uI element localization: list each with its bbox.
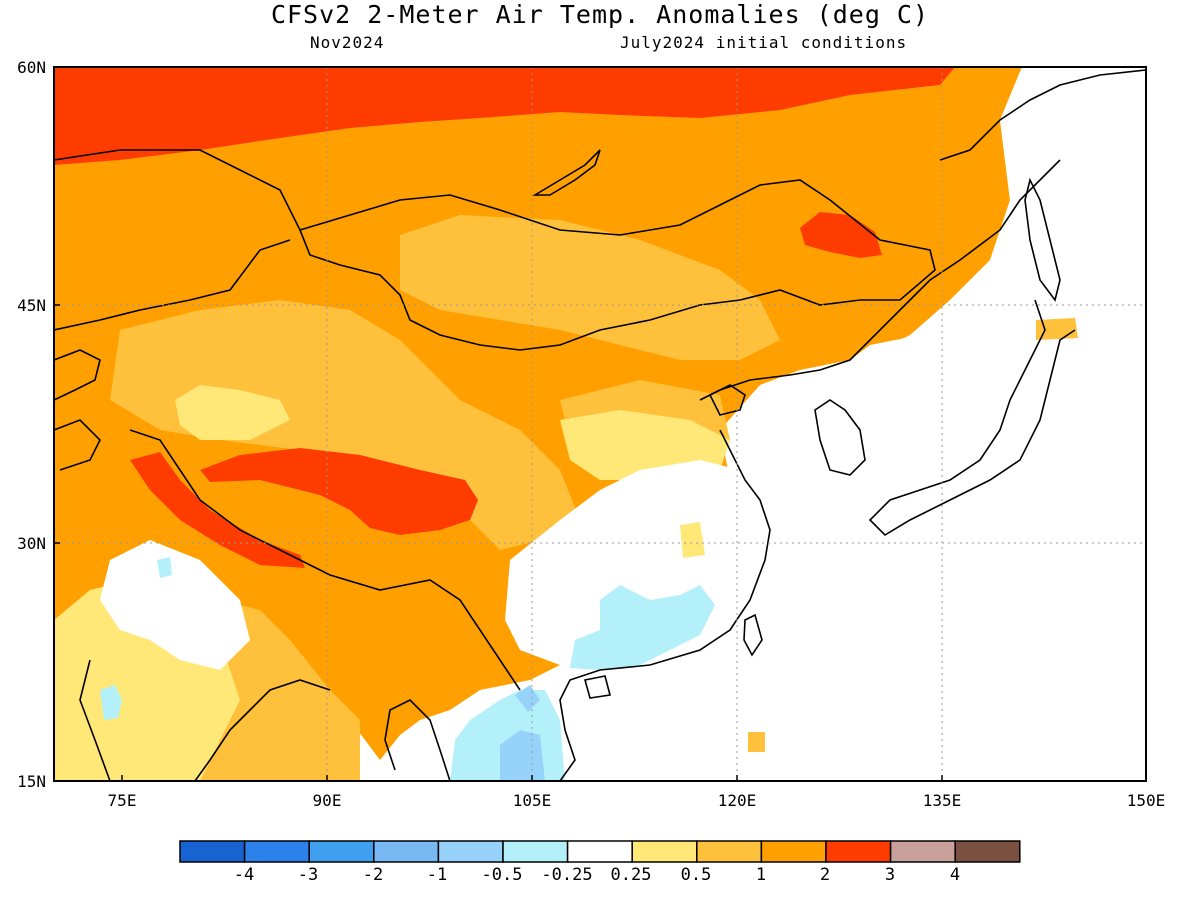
india-coast xyxy=(79,659,331,781)
lat-tick-label: 45N xyxy=(17,296,46,315)
tick-marks xyxy=(54,304,943,781)
colorbar-label: -1 xyxy=(427,865,447,885)
korea-coast xyxy=(814,399,866,476)
colorbar-label: -4 xyxy=(234,865,254,885)
longitude-labels: 75E 90E 105E 120E 135E 150E xyxy=(108,791,1166,810)
colorbar-swatch xyxy=(825,840,892,863)
lon-tick-label: 105E xyxy=(513,791,552,810)
baikal-shore xyxy=(532,149,601,196)
lon-tick-label: 150E xyxy=(1127,791,1166,810)
anomaly-1-to-2-taiwan xyxy=(748,732,765,752)
anomaly-neg-0.25-to-neg-0.5-south-china xyxy=(570,585,715,670)
gridlines xyxy=(54,67,1146,781)
lat-tick-label: 60N xyxy=(17,58,46,77)
lon-tick-label: 135E xyxy=(923,791,962,810)
anomaly-2-to-3-tibet xyxy=(200,448,478,535)
anomaly-neg-0.5-to-neg-1-indochina xyxy=(500,730,545,781)
colorbar-label: 3 xyxy=(885,865,895,885)
colorbar-label: -3 xyxy=(298,865,318,885)
tibet-border xyxy=(129,429,521,691)
kazakhstan-border xyxy=(54,149,301,331)
anomaly-neg-0.5-to-neg-1-laos xyxy=(515,685,540,712)
colorbar-swatch xyxy=(308,840,375,863)
colorbar-swatch xyxy=(373,840,440,863)
colorbar-swatch xyxy=(631,840,698,863)
latitude-labels: 60N 45N 30N 15N xyxy=(17,58,46,791)
sakhalin-coast xyxy=(1024,177,1061,302)
mongolia-border xyxy=(298,179,936,351)
colorbar-label: -0.25 xyxy=(541,865,592,885)
colorbar-label: 2 xyxy=(820,865,830,885)
colorbar-swatch xyxy=(437,840,504,863)
anomaly-neg-0.25-to-neg-0.5-india xyxy=(100,685,122,720)
colorbar-label: 1 xyxy=(756,865,766,885)
colorbar-swatch xyxy=(243,840,310,863)
bohai-coast xyxy=(708,384,746,416)
colorbar-label: 0.5 xyxy=(681,865,712,885)
colorbar-swatch xyxy=(179,840,246,863)
map-title: CFSv2 2-Meter Air Temp. Anomalies (deg C… xyxy=(270,0,930,29)
forecast-month: Nov2024 xyxy=(310,33,385,52)
anomaly-1-to-2-region xyxy=(54,67,1022,760)
west-coast-fragments xyxy=(54,349,101,471)
lat-tick-label: 30N xyxy=(17,534,46,553)
anomaly-2-to-3-northeast xyxy=(800,212,882,258)
colorbar-swatch xyxy=(696,840,763,863)
anomaly-neg-0.25-to-neg-0.5-nepal xyxy=(157,557,172,578)
near-normal-northeast xyxy=(760,67,1146,781)
colorbar-label: -2 xyxy=(363,865,383,885)
colorbar-swatch xyxy=(502,840,569,863)
colorbar-labels: -4 -3 -2 -1 -0.5 -0.25 0.25 0.5 1 2 3 4 xyxy=(234,865,960,885)
china-coast xyxy=(599,179,1041,671)
colorbar-label: -0.5 xyxy=(482,865,523,885)
anomaly-2-to-3-himalaya xyxy=(130,452,305,568)
taiwan-coast xyxy=(743,613,763,657)
anomaly-0.5-to-1-tarim xyxy=(175,385,290,440)
japan-coast xyxy=(868,299,1076,537)
colorbar xyxy=(179,840,1021,863)
lon-tick-label: 90E xyxy=(313,791,342,810)
anomaly-2-to-3-north xyxy=(54,67,955,165)
map-frame xyxy=(53,66,1147,782)
lon-tick-label: 120E xyxy=(718,791,757,810)
colorbar-swatch xyxy=(889,840,956,863)
colorbar-label: 4 xyxy=(950,865,960,885)
colorbar-swatch xyxy=(566,840,633,863)
coastlines-and-borders xyxy=(54,69,1146,781)
anomaly-field xyxy=(54,67,1146,781)
anomaly-0.5-to-1-taiwan-strait xyxy=(680,522,705,558)
colorbar-label: 0.25 xyxy=(611,865,652,885)
lon-tick-label: 75E xyxy=(108,791,137,810)
hainan-coast xyxy=(583,675,612,699)
russian-far-east-coast xyxy=(939,69,1146,181)
anomaly-1-to-2-light-central xyxy=(400,215,780,360)
lat-tick-label: 15N xyxy=(17,772,46,791)
colorbar-swatch xyxy=(760,840,827,863)
near-normal-india xyxy=(100,540,250,670)
indochina-coast xyxy=(384,669,601,781)
initial-conditions: July2024 initial conditions xyxy=(620,33,908,52)
colorbar-swatch xyxy=(954,840,1021,863)
